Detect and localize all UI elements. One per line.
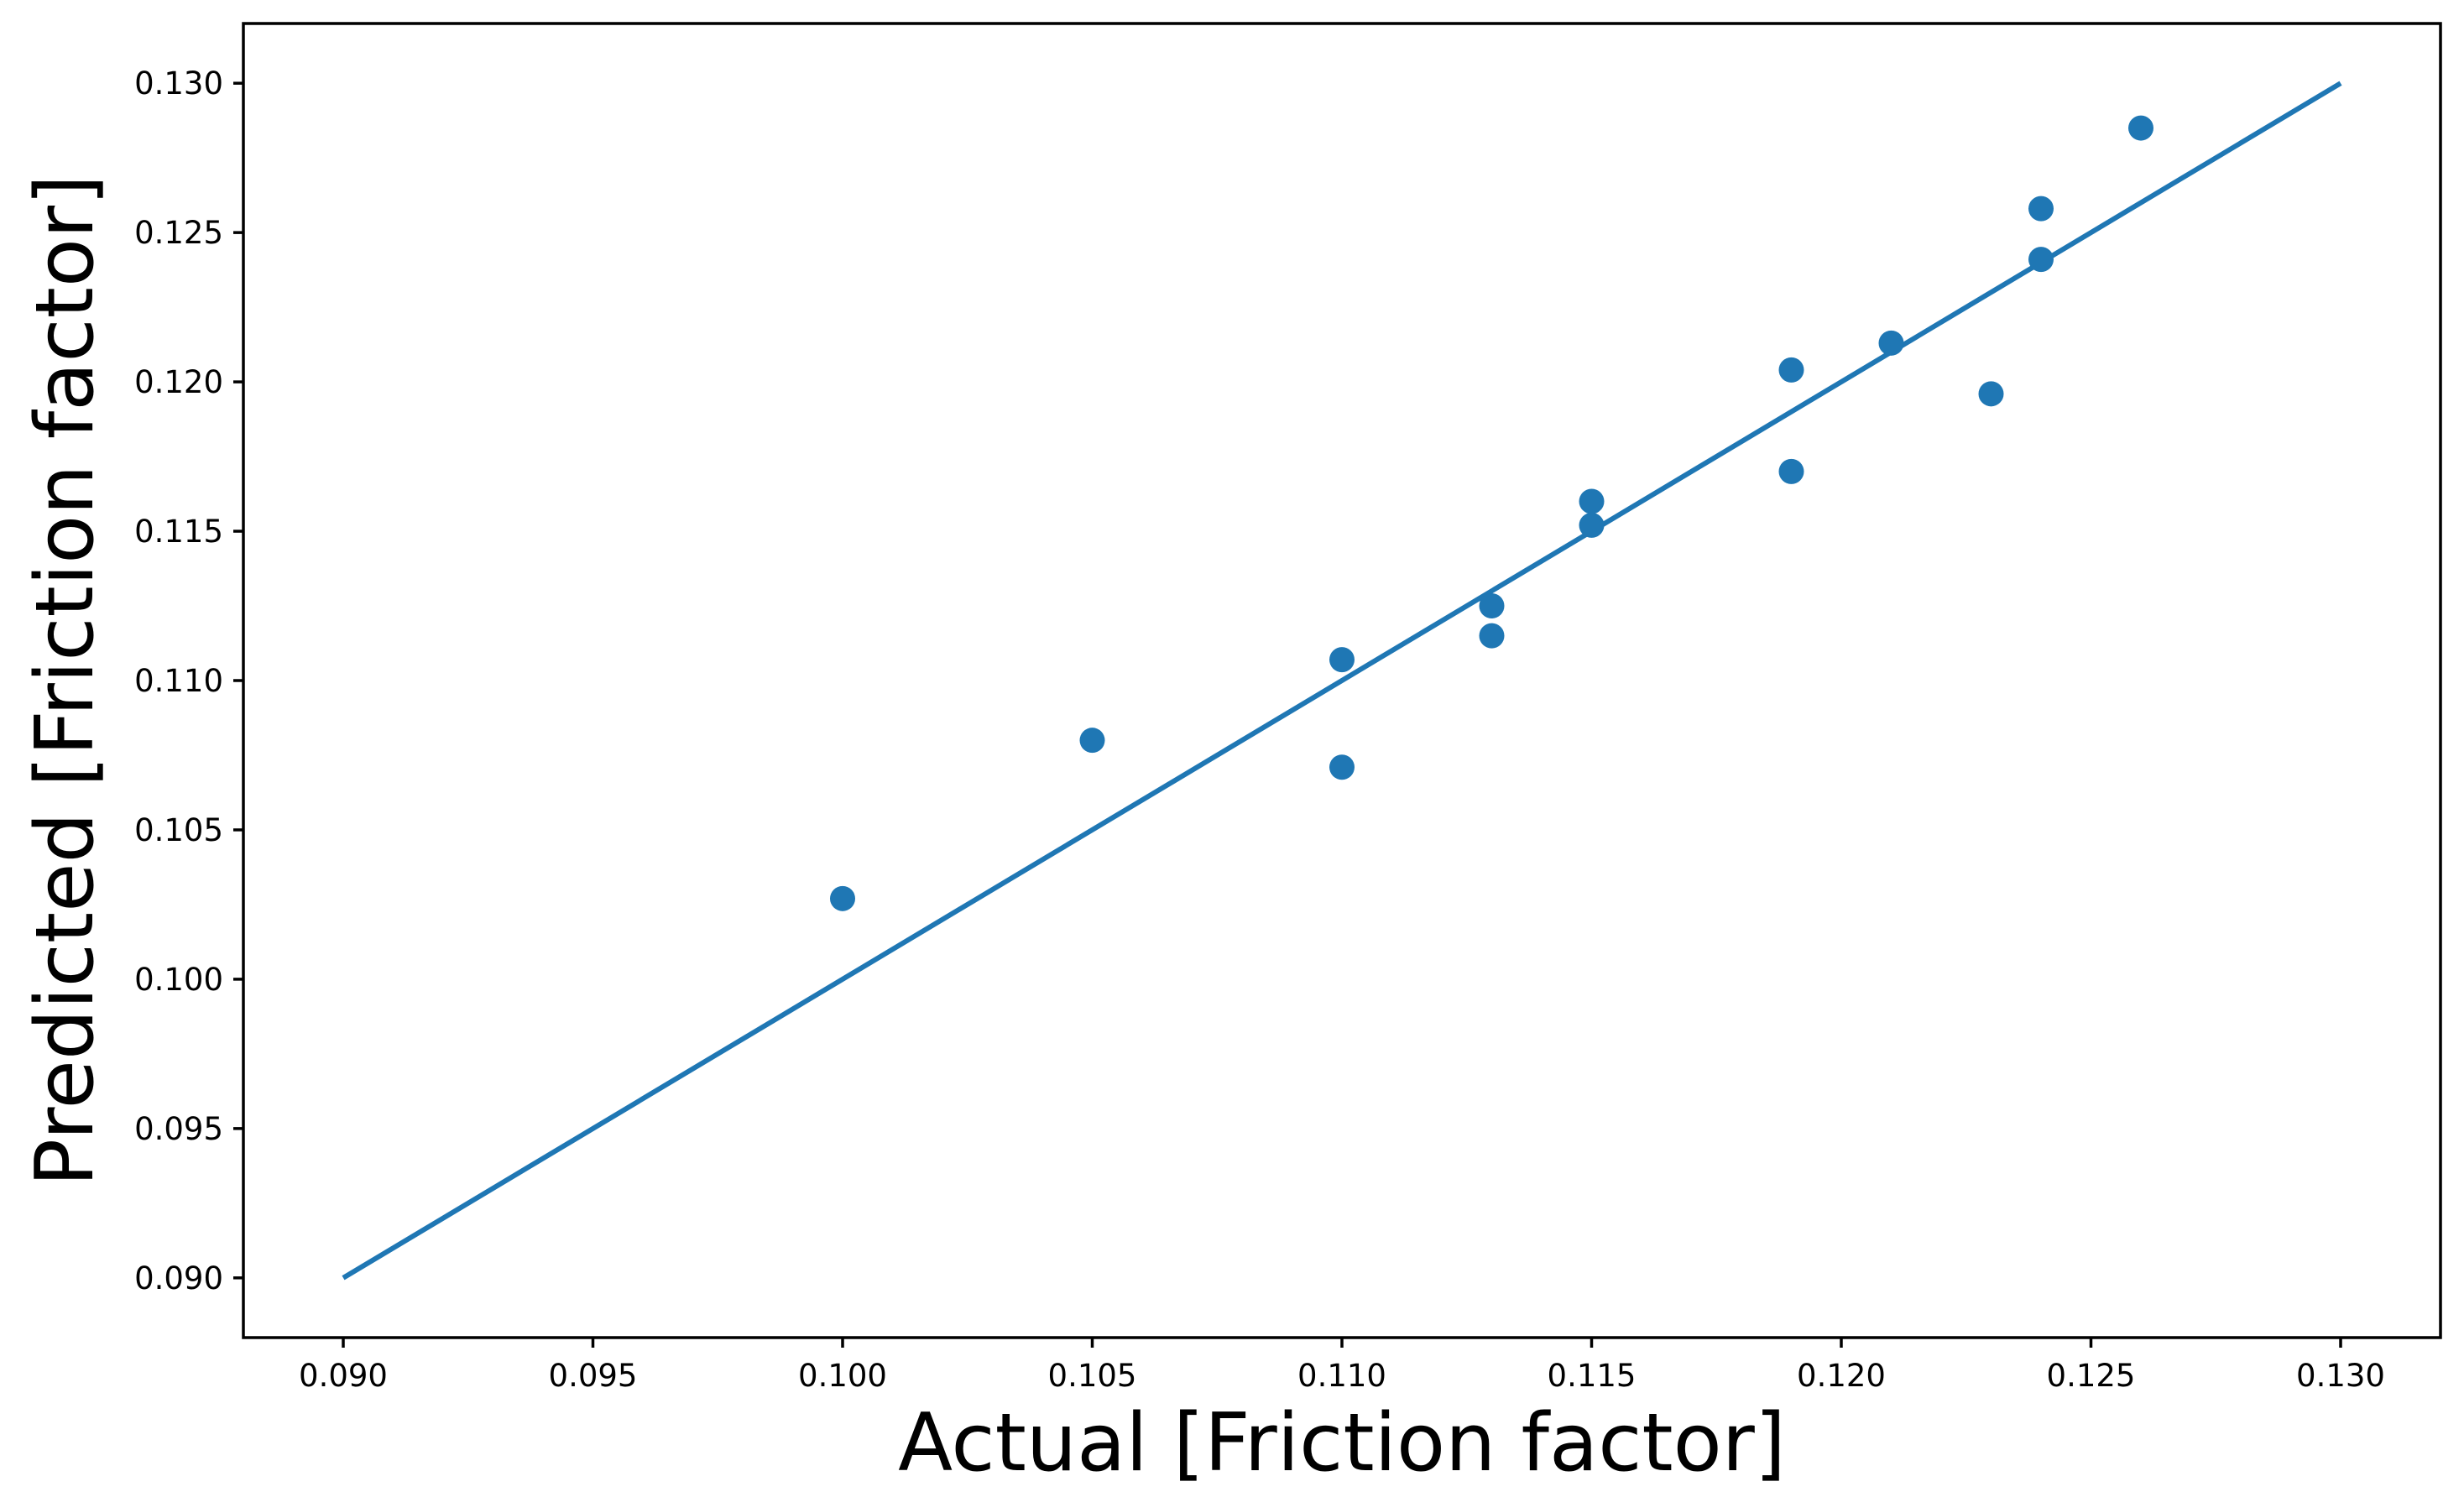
plot-area: 0.090 0.095 0.100 0.105 0.110 0.115 0.120 0.125…: [134, 22, 2442, 1394]
scatter-point: [1479, 593, 1505, 619]
scatter-point: [1579, 488, 1605, 514]
scatter-point: [1479, 623, 1505, 649]
x-tick-label: 0.110: [1297, 1358, 1386, 1394]
scatter-point: [2028, 247, 2054, 273]
x-axis-label: Actual [Friction factor]: [898, 1397, 1786, 1489]
scatter-point: [2128, 115, 2153, 141]
scatter-point: [1579, 512, 1605, 538]
x-tick-label: 0.090: [299, 1358, 388, 1394]
x-tick-label: 0.115: [1548, 1358, 1637, 1394]
scatter-point: [1329, 647, 1355, 673]
x-tick-label: 0.130: [2296, 1358, 2385, 1394]
x-tick-label: 0.125: [2047, 1358, 2136, 1394]
x-tick-label: 0.095: [549, 1358, 638, 1394]
y-tick-label: 0.110: [134, 663, 223, 699]
y-tick-label: 0.090: [134, 1260, 223, 1296]
scatter-point: [1878, 330, 1904, 356]
y-tick-label: 0.120: [134, 364, 223, 400]
scatter-point: [1978, 381, 2004, 407]
identity-line: [342, 81, 2342, 1281]
scatter-point: [830, 885, 855, 911]
y-tick-label: 0.125: [134, 215, 223, 251]
scatter-point: [1079, 728, 1105, 754]
y-tick-label: 0.105: [134, 812, 223, 848]
scatter-point: [1778, 458, 1804, 484]
x-tick-label: 0.120: [1797, 1358, 1886, 1394]
x-tick-label: 0.105: [1048, 1358, 1137, 1394]
scatter-point: [1329, 754, 1355, 780]
y-tick-label: 0.130: [134, 65, 223, 102]
scatter-point: [1778, 357, 1804, 383]
y-tick-label: 0.095: [134, 1111, 223, 1147]
y-axis-label: Predicted [Friction factor]: [19, 175, 112, 1187]
y-tick-label: 0.100: [134, 962, 223, 998]
scatter-point: [2028, 196, 2054, 222]
y-tick-label: 0.115: [134, 514, 223, 550]
x-tick-label: 0.100: [798, 1358, 887, 1394]
